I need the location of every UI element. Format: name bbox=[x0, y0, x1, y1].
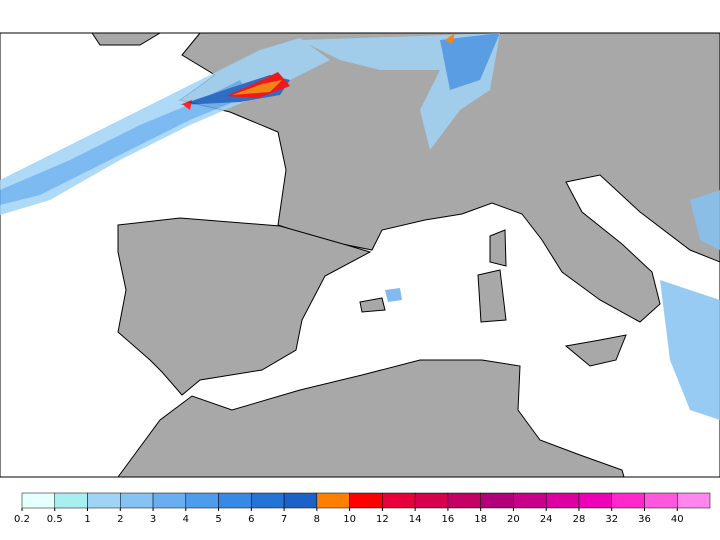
sicily bbox=[564, 334, 627, 367]
legend-swatch bbox=[21, 492, 56, 509]
legend-swatch bbox=[120, 492, 154, 509]
precip-area bbox=[232, 80, 282, 95]
color-legend: 0.2 0.5 1 2 3 4 5 6 7 8 10 12 14 16 18 20 24 28 32 36 40 bbox=[14, 492, 711, 525]
precip-area bbox=[660, 280, 720, 420]
europe-land bbox=[178, 32, 720, 323]
precip-area bbox=[440, 33, 500, 90]
legend-swatch bbox=[447, 492, 481, 509]
legend-label: 16 bbox=[442, 514, 455, 525]
legend-swatch bbox=[185, 492, 219, 509]
legend-swatch bbox=[382, 492, 416, 509]
legend-label: 28 bbox=[573, 514, 586, 525]
legend-swatch bbox=[251, 492, 285, 509]
legend-label: 40 bbox=[671, 514, 684, 525]
legend-label: 8 bbox=[314, 514, 320, 525]
legend-swatch bbox=[644, 492, 678, 509]
legend-label: 6 bbox=[248, 514, 254, 525]
africa-land bbox=[117, 359, 625, 478]
legend-swatch bbox=[480, 492, 514, 509]
legend-swatch bbox=[611, 492, 645, 509]
legend-swatch bbox=[545, 492, 580, 509]
legend-label: 3 bbox=[150, 514, 156, 525]
legend-label: 0.2 bbox=[14, 514, 30, 525]
precip-area bbox=[445, 33, 455, 44]
legend-label: 5 bbox=[215, 514, 221, 525]
legend-swatch bbox=[152, 492, 187, 509]
legend-swatch bbox=[513, 492, 547, 509]
sardinia bbox=[477, 269, 507, 323]
legend-label: 20 bbox=[507, 514, 520, 525]
legend-label: 2 bbox=[117, 514, 123, 525]
legend-label: 10 bbox=[343, 514, 356, 525]
britain bbox=[91, 32, 162, 46]
legend-swatch bbox=[316, 492, 350, 509]
legend-swatch bbox=[676, 492, 711, 509]
precip-area bbox=[182, 100, 192, 110]
legend-label: 4 bbox=[183, 514, 189, 525]
legend-swatch bbox=[218, 492, 252, 509]
precip-area bbox=[0, 80, 250, 205]
map bbox=[0, 32, 720, 478]
legend-swatch bbox=[87, 492, 121, 509]
legend-swatch bbox=[54, 492, 88, 509]
legend-swatch bbox=[283, 492, 318, 509]
legend-label: 12 bbox=[376, 514, 389, 525]
legend-label: 14 bbox=[409, 514, 422, 525]
precip-area bbox=[385, 288, 402, 302]
legend-label: 7 bbox=[281, 514, 287, 525]
legend-swatch bbox=[414, 492, 449, 509]
legend-label: 1 bbox=[84, 514, 90, 525]
legend-label: 18 bbox=[474, 514, 487, 525]
legend-label: 0.5 bbox=[47, 514, 63, 525]
legend-label: 32 bbox=[605, 514, 618, 525]
legend-label: 36 bbox=[638, 514, 651, 525]
legend-swatch bbox=[349, 492, 383, 509]
precip-area bbox=[690, 190, 720, 250]
iberia-land bbox=[117, 217, 372, 396]
legend-swatch bbox=[578, 492, 612, 509]
legend-label: 24 bbox=[540, 514, 553, 525]
corsica bbox=[489, 229, 507, 267]
mallorca bbox=[359, 297, 386, 313]
precipitation bbox=[0, 33, 720, 420]
